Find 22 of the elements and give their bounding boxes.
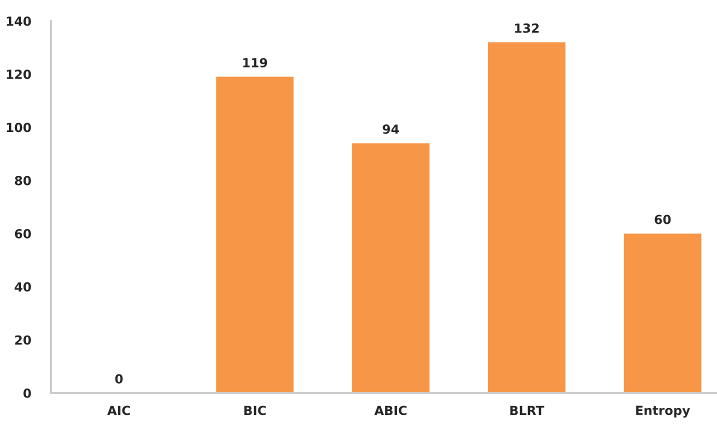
bar (488, 42, 566, 393)
y-tick-label: 140 (6, 16, 31, 26)
y-tick-label: 60 (14, 229, 31, 238)
x-tick-label: BIC (244, 406, 266, 416)
y-tick-label: 40 (14, 282, 31, 292)
data-label: 132 (515, 23, 539, 33)
data-label: 0 (115, 374, 123, 384)
data-label: 60 (654, 214, 671, 224)
data-label: 94 (382, 124, 399, 134)
x-tick-label: BLRT (510, 406, 544, 415)
y-tick-label: 0 (23, 388, 31, 398)
y-tick-label: 20 (15, 335, 31, 345)
bar (624, 234, 702, 393)
y-tick-label: 120 (6, 70, 31, 80)
y-tick-label: 100 (6, 122, 31, 132)
data-label: 119 (243, 58, 268, 68)
bar (216, 76, 294, 393)
x-tick-label: AIC (107, 406, 130, 416)
x-tick-label: ABIC (374, 406, 407, 416)
y-tick-label: 80 (14, 176, 31, 186)
bar (352, 143, 430, 393)
x-tick-label: Entropy (636, 406, 690, 418)
